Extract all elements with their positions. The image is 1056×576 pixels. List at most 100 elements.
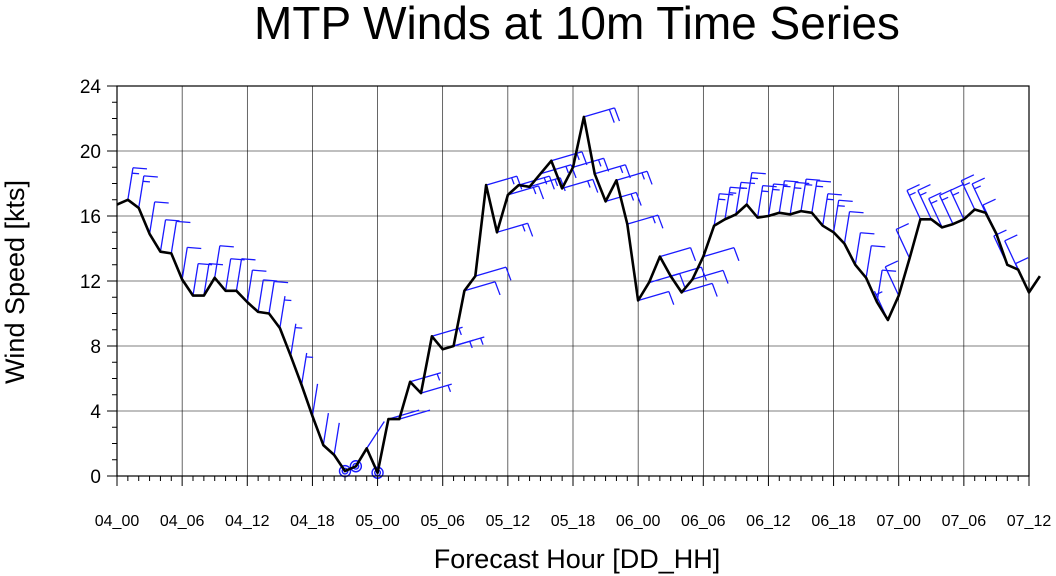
wind-barb-staff [366, 421, 385, 449]
wind-barb-flag [516, 175, 523, 190]
wind-barb-flag [884, 260, 899, 268]
wind-barb-staff [703, 247, 735, 258]
wind-barb-half-flag [458, 328, 462, 336]
wind-barb-staff [464, 281, 496, 292]
x-tick-label: 05_18 [551, 513, 596, 530]
wind-barb-staff [170, 221, 178, 254]
wind-barb-flag [762, 184, 777, 188]
wind-barb-flag [143, 175, 158, 178]
wind-barb-half-flag [919, 191, 927, 196]
wind-barb-half-flag [837, 205, 845, 207]
x-tick-label: 04_12 [225, 513, 270, 530]
wind-barb-flag [1015, 257, 1029, 265]
wind-barb-half-flag [630, 193, 635, 201]
x-tick-label: 05_06 [420, 513, 465, 530]
wind-barb-flag [198, 262, 213, 266]
y-tick-label: 12 [80, 272, 101, 293]
wind-barb-flag [700, 266, 707, 281]
wind-barb-staff [268, 281, 275, 314]
wind-barb-half-flag [132, 172, 140, 175]
chart-title: MTP Winds at 10m Time Series [254, 0, 900, 49]
x-tick-label: 05_00 [355, 513, 400, 530]
wind-barb-staff [257, 279, 264, 312]
wind-barb-staff [246, 270, 254, 303]
wind-barb-flag [252, 269, 267, 272]
wind-barb-flag [241, 258, 256, 261]
wind-barb-half-flag [963, 182, 971, 187]
wind-barb-flag [895, 222, 910, 231]
y-tick-label: 16 [80, 207, 101, 228]
y-tick-label: 8 [90, 337, 101, 358]
wind-barb-staff [333, 422, 340, 455]
wind-barb-flag [219, 245, 234, 248]
wind-barb-flag [838, 199, 853, 203]
wind-barb-flag [187, 246, 202, 250]
wind-barb-flag [795, 181, 810, 185]
grid [117, 86, 1029, 476]
wind-barb-half-flag [641, 172, 645, 180]
wind-barb-half-flag [447, 385, 452, 393]
wind-barbs [127, 107, 1030, 479]
calm-wind-circle [349, 460, 363, 473]
wind-barb-half-flag [761, 190, 769, 193]
wind-barb-flag [592, 179, 599, 193]
wind-barb-half-flag [652, 216, 656, 224]
wind-barb-half-flag [908, 191, 916, 196]
wind-barb-staff [453, 336, 485, 347]
wind-barb-flag [722, 270, 729, 284]
wind-barb-staff [895, 229, 911, 259]
wind-barb-staff [322, 413, 330, 446]
wind-barb-flag [527, 223, 534, 237]
wind-barb-half-flag [772, 188, 780, 191]
wind-barb-flag [154, 201, 169, 204]
wind-barb-half-flag [718, 198, 726, 201]
wind-barb-flag [646, 171, 653, 185]
wind-barb-staff [235, 258, 243, 291]
x-tick-label: 06_18 [811, 513, 856, 530]
wind-barb-staff [865, 245, 872, 278]
wind-barb-flag [971, 177, 986, 185]
wind-barb-staff [843, 211, 851, 244]
wind-barb-staff [279, 296, 286, 329]
wind-barb-staff [949, 190, 965, 220]
x-tick-label: 06_00 [616, 513, 661, 530]
wind-barb-staff [659, 247, 691, 258]
wind-barb-half-flag [479, 337, 484, 345]
wind-barb-flag [537, 185, 545, 200]
wind-barb-staff [300, 352, 308, 386]
wind-barb-flag [917, 183, 931, 192]
speed-series [116, 115, 1041, 475]
wind-barb-flag [849, 210, 864, 214]
wind-barb-flag [982, 198, 996, 206]
wind-barb-staff [475, 266, 507, 277]
wind-barb-staff [290, 323, 297, 356]
wind-barb-half-flag [142, 180, 151, 183]
wind-barb-half-flag [619, 166, 624, 174]
wind-barb-half-flag [783, 185, 791, 188]
wind-barb-flag [230, 258, 245, 261]
wind-barb-flag [176, 220, 191, 224]
x-tick-label: 04_06 [160, 513, 205, 530]
wind-barb-flag [548, 175, 555, 190]
wind-barb-half-flag [875, 291, 883, 296]
wind-barb-flag [689, 247, 697, 262]
wind-barb-flag [274, 280, 289, 284]
wind-barb-half-flag [805, 183, 813, 186]
wind-barb-flag [635, 192, 642, 206]
wind-barb-half-flag [565, 166, 569, 174]
wind-barb-half-flag [816, 185, 824, 188]
wind-barb-staff [388, 409, 420, 420]
wind-barb-staff [192, 263, 199, 296]
wind-barb-staff [399, 409, 431, 420]
wind-barb-flag [608, 109, 615, 123]
wind-barb-flag [165, 219, 180, 222]
wind-barb-half-flag [941, 196, 949, 201]
wind-barb-half-flag [532, 187, 537, 195]
wind-barb-half-flag [930, 199, 938, 205]
wind-barb-flag [784, 180, 799, 183]
wind-barb-staff [637, 290, 670, 302]
wind-barb-flag [613, 107, 621, 122]
wind-barb-staff [311, 383, 319, 416]
y-tick-label: 24 [80, 77, 102, 98]
wind-barb-half-flag [436, 373, 441, 381]
